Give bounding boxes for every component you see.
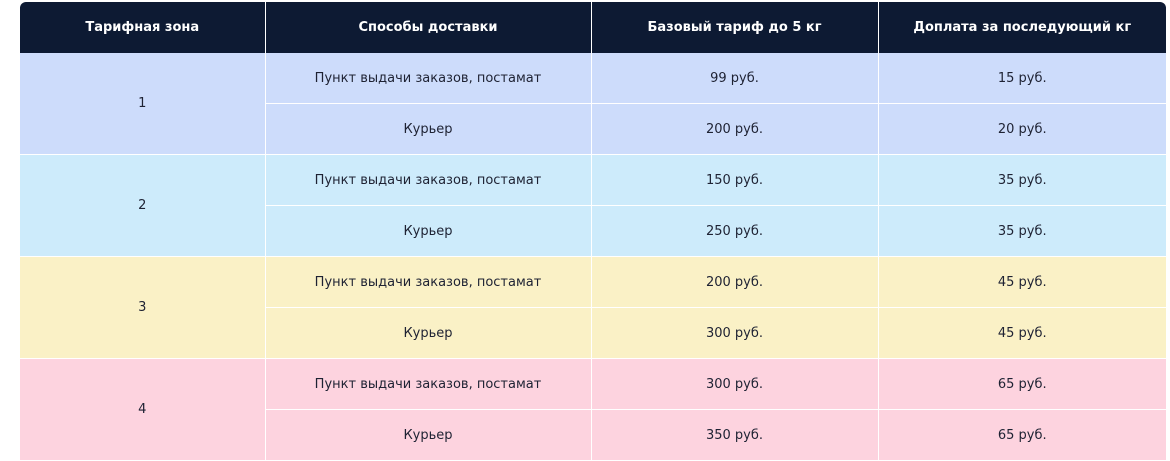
zone-cell: 3 (20, 256, 266, 359)
header-row: Тарифная зона Способы доставки Базовый т… (20, 2, 1166, 53)
header-base-tariff: Базовый тариф до 5 кг (591, 2, 879, 53)
extra-charge-cell: 35 руб. (878, 205, 1166, 257)
header-delivery-method: Способы доставки (265, 2, 592, 53)
table-row: 1 Пункт выдачи заказов, постамат 99 руб.… (20, 53, 1166, 155)
header-zone: Тарифная зона (20, 2, 266, 53)
zone-cell: 2 (20, 154, 266, 257)
extra-charge-cell: 65 руб. (878, 358, 1166, 410)
table-row: 3 Пункт выдачи заказов, постамат 200 руб… (20, 256, 1166, 359)
table-body: 1 Пункт выдачи заказов, постамат 99 руб.… (20, 53, 1166, 461)
zone-cell: 1 (20, 53, 266, 155)
zone-cell: 4 (20, 358, 266, 461)
method-cell: Пункт выдачи заказов, постамат (265, 256, 592, 308)
extra-charge-cell: 35 руб. (878, 154, 1166, 206)
method-cell: Курьер (265, 409, 592, 461)
base-tariff-cell: 150 руб. (591, 154, 879, 206)
header-extra-charge: Доплата за последующий кг (878, 2, 1166, 53)
extra-charge-cell: 65 руб. (878, 409, 1166, 461)
table-row: 4 Пункт выдачи заказов, постамат 300 руб… (20, 358, 1166, 461)
table-row: Курьер 350 руб. 65 руб. (20, 409, 1166, 461)
base-tariff-cell: 200 руб. (591, 256, 879, 308)
table-row: Курьер 300 руб. 45 руб. (20, 307, 1166, 359)
base-tariff-cell: 300 руб. (591, 358, 879, 410)
method-cell: Пункт выдачи заказов, постамат (265, 53, 592, 104)
method-cell: Курьер (265, 103, 592, 155)
method-cell: Пункт выдачи заказов, постамат (265, 358, 592, 410)
method-cell: Курьер (265, 307, 592, 359)
method-cell: Пункт выдачи заказов, постамат (265, 154, 592, 206)
base-tariff-cell: 300 руб. (591, 307, 879, 359)
extra-charge-cell: 20 руб. (878, 103, 1166, 155)
extra-charge-cell: 15 руб. (878, 53, 1166, 104)
extra-charge-cell: 45 руб. (878, 307, 1166, 359)
table-row: 2 Пункт выдачи заказов, постамат 150 руб… (20, 154, 1166, 257)
tariff-table: Тарифная зона Способы доставки Базовый т… (20, 2, 1166, 461)
method-cell: Курьер (265, 205, 592, 257)
table-row: Курьер 200 руб. 20 руб. (20, 103, 1166, 155)
base-tariff-cell: 200 руб. (591, 103, 879, 155)
base-tariff-cell: 99 руб. (591, 53, 879, 104)
table-row: Курьер 250 руб. 35 руб. (20, 205, 1166, 257)
base-tariff-cell: 250 руб. (591, 205, 879, 257)
base-tariff-cell: 350 руб. (591, 409, 879, 461)
extra-charge-cell: 45 руб. (878, 256, 1166, 308)
table-header: Тарифная зона Способы доставки Базовый т… (20, 2, 1166, 53)
tariff-table-container: Тарифная зона Способы доставки Базовый т… (20, 2, 1166, 461)
